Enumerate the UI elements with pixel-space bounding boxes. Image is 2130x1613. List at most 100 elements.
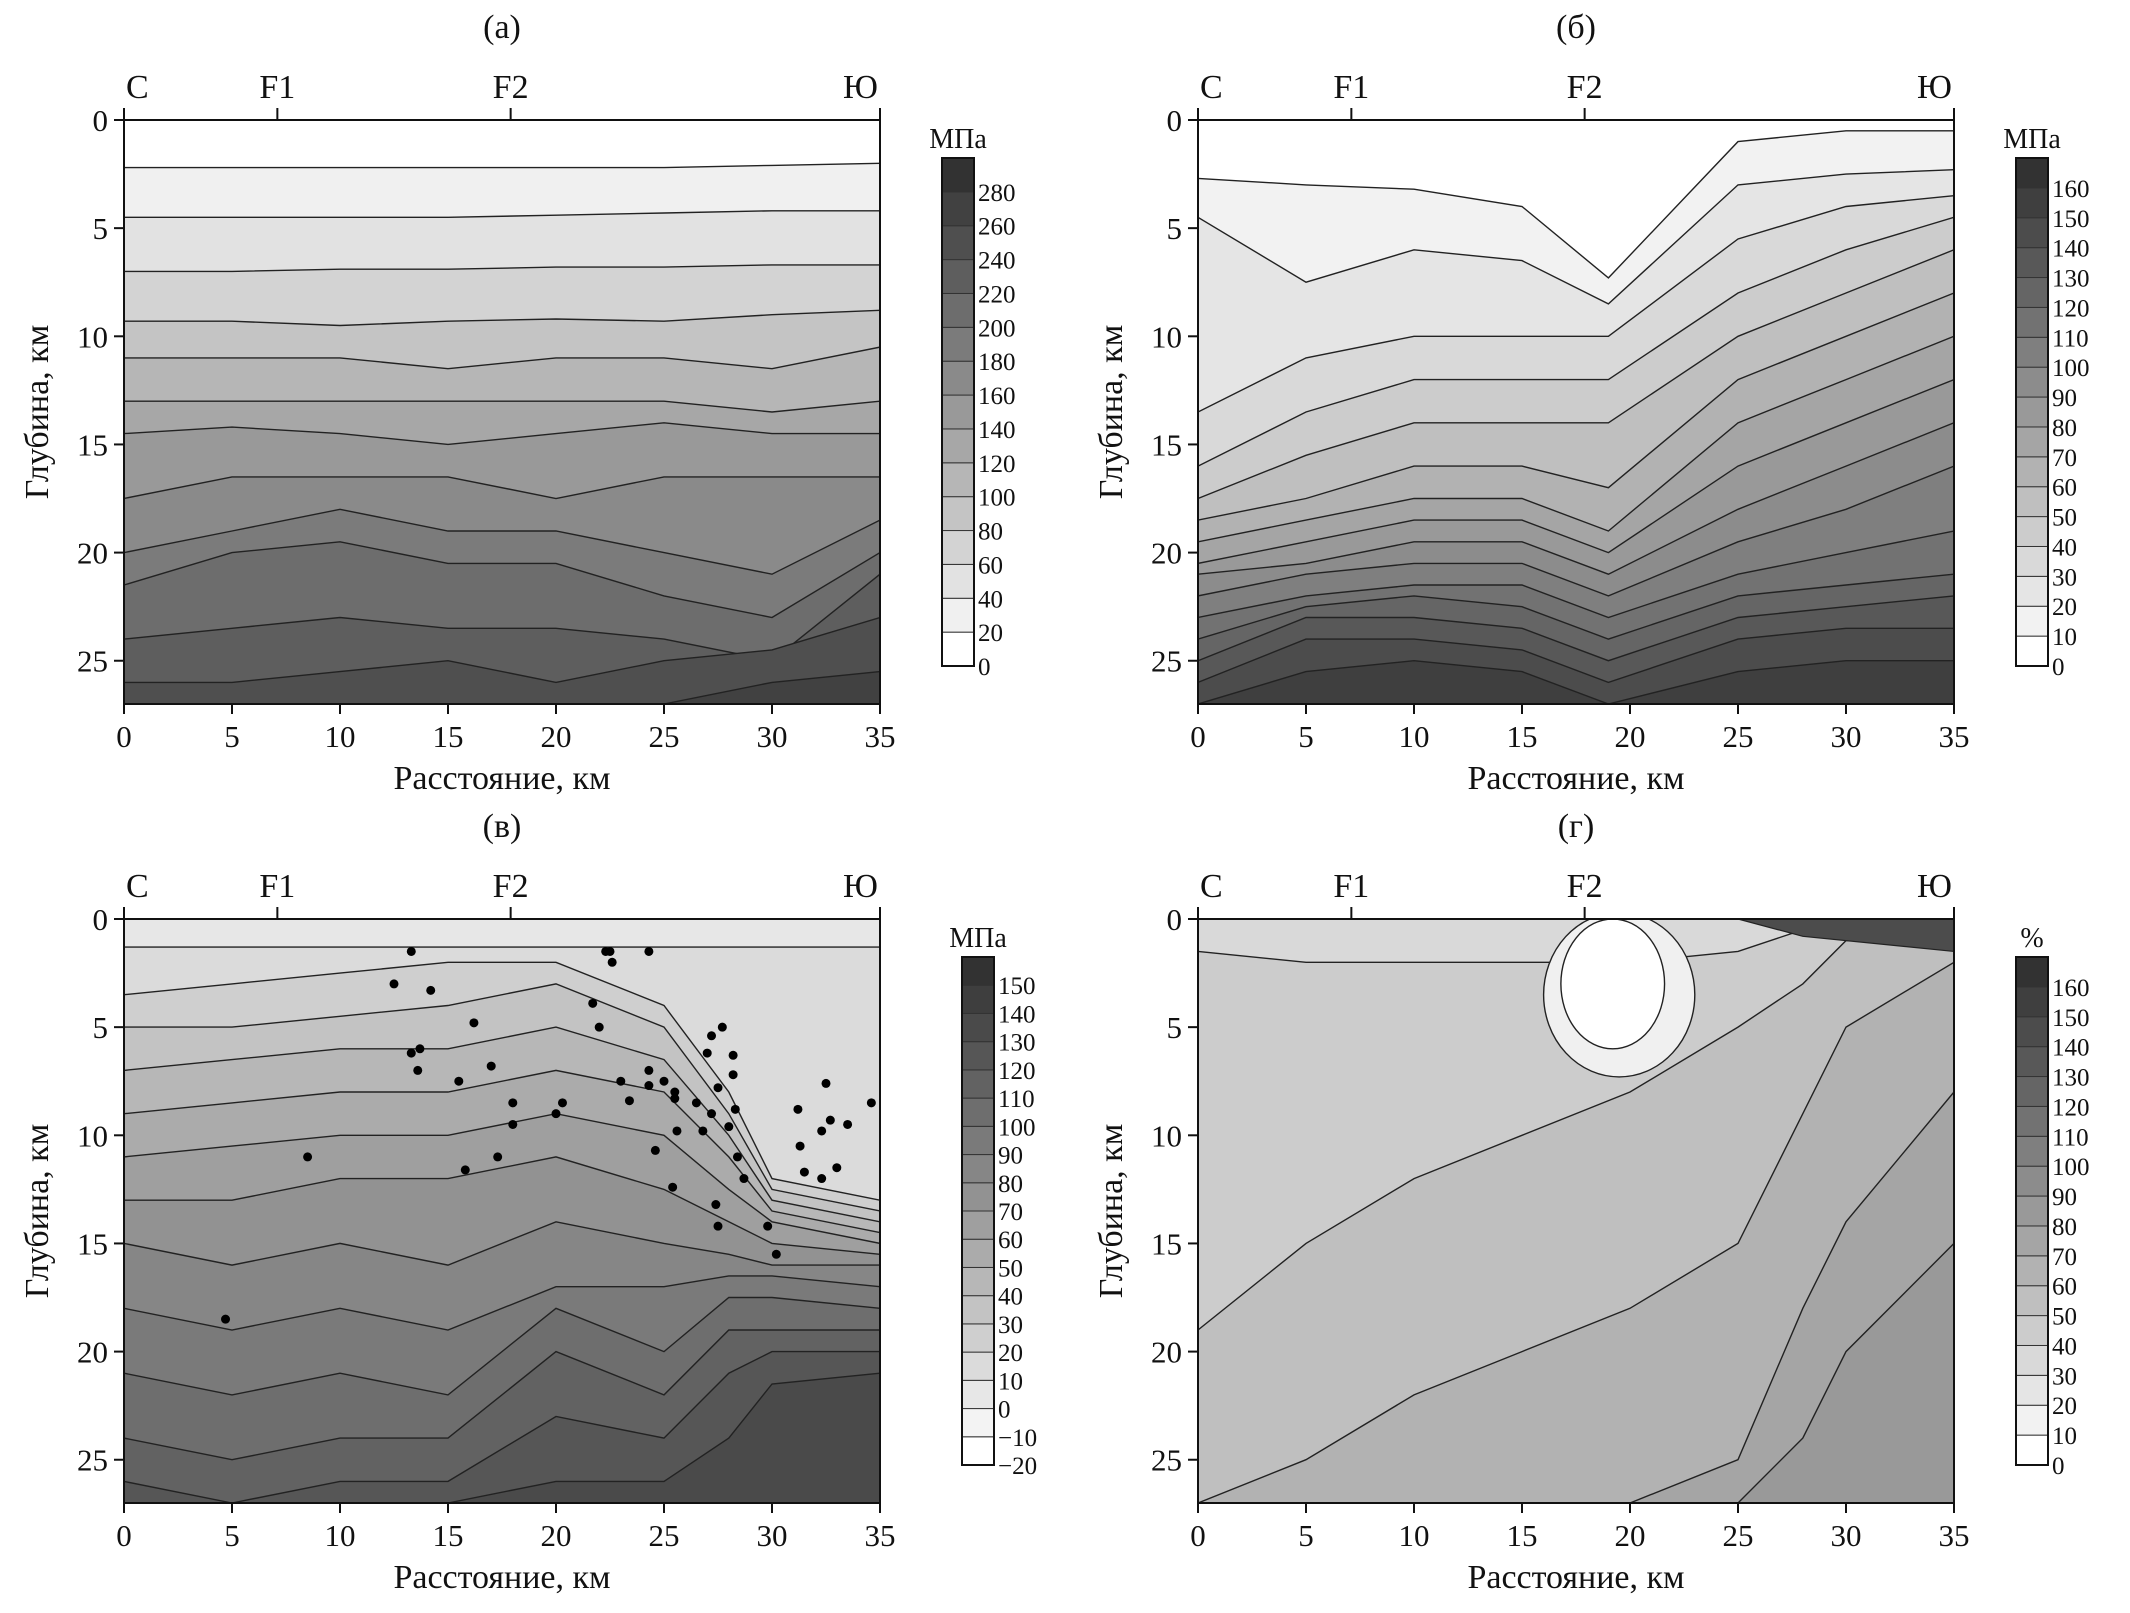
colorbar-label: 100 [2052,1154,2090,1181]
fault-label: F2 [1567,69,1603,106]
plot-area [124,120,880,704]
colorbar-label: −10 [998,1425,1037,1452]
colorbar-label: 130 [998,1030,1036,1057]
contour-line [1198,216,1954,467]
colorbar-swatch [2015,1135,2049,1167]
colorbar-label: 160 [978,383,1016,410]
contour-line [1198,378,1954,565]
y-axis-label: Глубина, км [19,325,56,499]
fault-label: С [1200,868,1223,905]
x-tick-label: 15 [1507,719,1538,754]
panel-title: (б) [1556,9,1596,46]
colorbar-swatch [941,191,975,227]
colorbar-label: 10 [2052,624,2077,651]
contour-line [1198,422,1954,575]
colorbar-swatch [961,1379,995,1410]
colorbar-label: 100 [2052,355,2090,382]
contour-line [1198,195,1954,413]
x-axis-label: Расстояние, км [1467,1559,1684,1596]
fault-label: F1 [1333,868,1369,905]
x-tick-label: 20 [1615,719,1646,754]
colorbar-unit: МПа [929,124,987,155]
event-dot [817,1126,827,1136]
colorbar-label: 60 [2052,475,2077,502]
colorbar-swatch [941,428,975,464]
event-dot [303,1152,313,1162]
colorbar-unit: МПа [2003,124,2061,155]
colorbar-swatch [961,1238,995,1268]
colorbar-label: 160 [2052,975,2090,1002]
x-tick-label: 0 [116,1518,132,1553]
colorbar-label: 10 [998,1368,1023,1395]
colorbar-label: 40 [2052,1333,2077,1360]
colorbar-swatch [2015,516,2049,547]
colorbar-swatch [2015,1105,2049,1137]
y-tick-label: 25 [77,644,108,679]
x-tick-label: 35 [865,719,896,754]
colorbar-label: 0 [2052,654,2065,681]
x-tick-label: 20 [541,1518,572,1553]
colorbar-swatch [941,496,975,532]
colorbar-swatch [2015,1434,2049,1466]
plot-frame [1197,918,1955,1504]
contour-line [1198,530,1954,619]
contour-line [124,508,880,575]
x-tick-label: 25 [649,719,680,754]
colorbar-swatch [2015,575,2049,607]
colorbar-unit: МПа [949,923,1007,954]
contour-line [124,400,880,413]
x-tick-label: 10 [1399,1518,1430,1553]
contour-line [124,1275,880,1331]
event-dot [644,1081,654,1091]
colorbar-label: 60 [978,552,1003,579]
fault-label: С [126,69,149,106]
colorbar-label: 150 [998,973,1036,1000]
colorbar-frame [2015,956,2049,1466]
colorbar-label: 150 [2052,206,2090,233]
panel-d: (г) С F1 F2 Ю 0 5 10 15 20 25 30 35 0 5 10 15 20 25 Расстоя… [1093,808,2090,1596]
colorbar-label: 140 [978,417,1016,444]
event-dot [707,1109,717,1119]
colorbar-swatch [2015,1255,2049,1287]
colorbar-swatch [2015,635,2049,667]
colorbar-swatch [2015,187,2049,219]
plot-area [1198,919,1954,1503]
colorbar-label: 0 [978,654,991,681]
plot-area [1198,120,1954,704]
event-dot [557,1098,567,1108]
colorbar-swatch [2015,366,2049,398]
event-dot [508,1119,518,1129]
contour-band [124,1373,880,1503]
x-axis-label: Расстояние, км [1467,760,1684,797]
colorbar-label: 110 [998,1086,1035,1113]
event-dot [866,1098,876,1108]
y-tick-label: 5 [1167,211,1183,246]
event-dot [486,1061,496,1071]
colorbar-label: 20 [978,620,1003,647]
x-tick-label: 20 [541,719,572,754]
fault-label: Ю [1917,868,1952,905]
event-dot [843,1119,853,1129]
colorbar-label: 0 [2052,1453,2065,1480]
x-tick-label: 15 [1507,1518,1538,1553]
fault-label: F1 [1333,69,1369,106]
colorbar-label: 100 [978,485,1016,512]
colorbar-swatch [2015,277,2049,308]
x-tick-label: 10 [325,719,356,754]
colorbar-label: 10 [2052,1423,2077,1450]
event-dot [624,1096,634,1106]
x-tick-label: 0 [1190,1518,1206,1553]
contour-line [1198,1091,1954,1503]
x-tick-label: 15 [433,1518,464,1553]
y-tick-label: 15 [1151,427,1182,462]
colorbar-label: 220 [978,281,1016,308]
colorbar-label: 180 [978,349,1016,376]
colorbar-label: 60 [998,1227,1023,1254]
colorbar-frame [941,157,975,667]
y-axis-label: Глубина, км [1093,325,1130,499]
event-dot [607,957,617,967]
colorbar-label: 120 [2052,1094,2090,1121]
fault-label: F2 [1567,868,1603,905]
colorbar-label: 80 [2052,1214,2077,1241]
